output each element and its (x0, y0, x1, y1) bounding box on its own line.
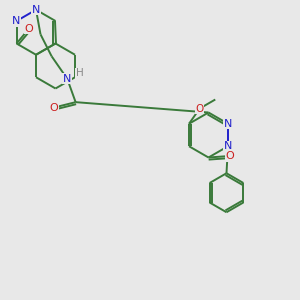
Text: N: N (63, 74, 71, 84)
Text: O: O (196, 103, 204, 113)
Text: O: O (50, 103, 58, 112)
Text: O: O (25, 24, 33, 34)
Text: N: N (12, 16, 21, 26)
Text: N: N (224, 141, 232, 151)
Text: N: N (32, 5, 40, 15)
Text: O: O (225, 151, 234, 161)
Text: N: N (224, 119, 232, 129)
Text: H: H (76, 68, 84, 78)
